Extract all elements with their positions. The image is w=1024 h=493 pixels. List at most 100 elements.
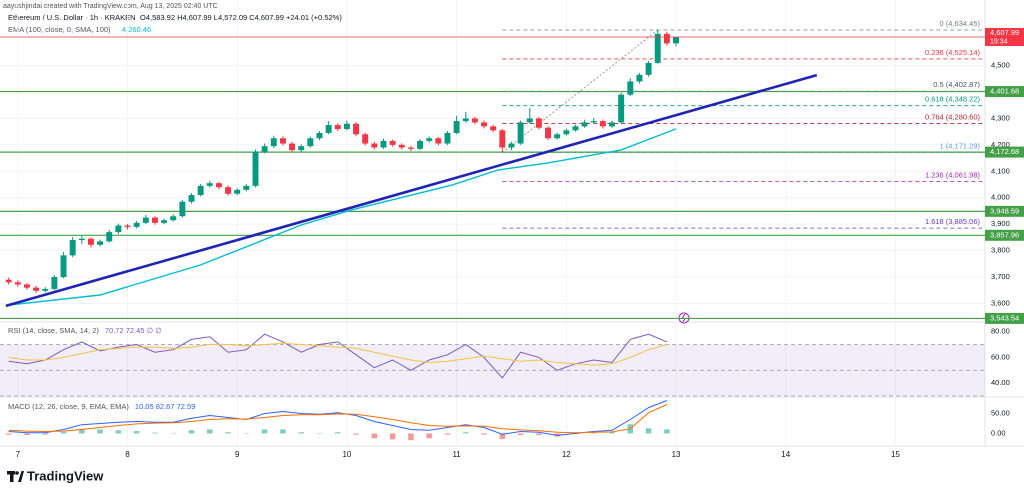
candle-body	[97, 241, 104, 245]
candle-body	[289, 143, 296, 151]
y-tick-label: 50.00	[991, 409, 1010, 418]
logo-text: TradingView	[27, 468, 104, 483]
histogram-bar	[225, 432, 231, 434]
histogram-bar	[188, 430, 195, 434]
candle-body	[444, 132, 451, 144]
candle-body	[526, 118, 533, 123]
price-label: 3,857.96	[990, 230, 1019, 239]
y-tick-label: 3,900	[991, 219, 1010, 228]
candle-body	[417, 140, 424, 149]
indicator-line	[8, 404, 668, 434]
candle-body	[23, 284, 30, 288]
candle-body	[353, 123, 360, 135]
price-label-box	[985, 86, 1024, 98]
candle-body	[371, 143, 378, 148]
fib-label: 0.764 (4,280.60)	[925, 113, 981, 122]
candle-body	[197, 185, 204, 196]
candle-body	[316, 132, 323, 139]
y-tick-label: 60.00	[991, 352, 1010, 361]
candle-body	[234, 189, 241, 194]
histogram-bar	[133, 431, 140, 434]
histogram-bar	[5, 433, 12, 435]
candle-body	[362, 134, 369, 144]
y-tick-label: 3,600	[991, 298, 1010, 307]
y-tick-label: 3,800	[991, 246, 1010, 255]
candle-body	[343, 123, 350, 130]
y-tick-label: 4,500	[991, 61, 1010, 70]
histogram-bar	[499, 433, 506, 440]
candle-body	[5, 279, 12, 283]
candle-body	[33, 287, 40, 291]
x-tick-label: 11	[452, 450, 461, 459]
histogram-bar	[42, 433, 48, 435]
fib-label: 1.236 (4,061.98)	[925, 170, 981, 179]
candle-body	[389, 140, 396, 145]
candle-body	[151, 217, 158, 223]
price-label-box	[985, 146, 1024, 158]
histogram-bar	[353, 433, 359, 435]
candle-body	[142, 217, 149, 223]
histogram-bar	[426, 433, 432, 439]
candle-body	[545, 127, 552, 139]
histogram-bar	[408, 433, 414, 441]
candle-body	[636, 74, 643, 82]
candle-body	[627, 81, 634, 95]
candle-body	[535, 118, 542, 128]
y-tick-label: 0.00	[991, 428, 1006, 437]
candle-body	[453, 121, 460, 133]
histogram-bar	[97, 429, 103, 434]
histogram-bar	[298, 432, 304, 434]
y-tick-label: 4,200	[991, 140, 1010, 149]
histogram-bar	[207, 429, 213, 434]
histogram-bar	[444, 433, 451, 435]
candle-body	[42, 288, 49, 291]
price-label-box	[985, 205, 1024, 217]
fib-label: 0.5 (4,402.87)	[933, 80, 980, 89]
last-price-label: 4,607.99	[990, 28, 1019, 37]
candle-body	[490, 126, 497, 131]
histogram-bar	[645, 428, 652, 434]
candle-body	[663, 33, 670, 44]
fib-label: 0 (4,634.45)	[940, 19, 981, 28]
candle-body	[69, 240, 76, 256]
histogram-bar	[517, 433, 524, 436]
candle-body	[87, 238, 94, 245]
price-label: 4,401.68	[990, 87, 1019, 96]
x-tick-label: 10	[342, 450, 351, 459]
x-tick-label: 8	[125, 450, 130, 459]
candle-body	[673, 37, 679, 44]
y-tick-label: 80.00	[991, 327, 1010, 336]
fib-label: 1 (4,171.29)	[940, 141, 981, 150]
histogram-bar	[335, 432, 341, 434]
candle-body	[645, 62, 652, 75]
y-tick-label: 3,700	[991, 272, 1010, 281]
candle-body	[426, 138, 433, 141]
candle-body	[471, 118, 478, 123]
indicator-line	[8, 128, 677, 306]
histogram-bar	[463, 432, 469, 434]
histogram-bar	[115, 430, 122, 434]
candle-body	[78, 238, 85, 241]
x-tick-label: 15	[891, 450, 900, 459]
indicator-title: RSI (14, close, SMA, 14, 2)	[8, 326, 99, 335]
candle-body	[252, 151, 259, 186]
author-line: aayushjindai created with TradingView.co…	[3, 3, 218, 10]
indicator-line	[8, 342, 668, 366]
candle-body	[307, 138, 314, 147]
histogram-bar	[261, 429, 268, 434]
candle-body	[599, 121, 606, 127]
candle-body	[581, 122, 588, 127]
fib-label: 0.236 (4,525.14)	[925, 48, 981, 57]
candle-body	[279, 138, 286, 144]
candle-body	[325, 125, 332, 133]
price-label-box	[985, 229, 1024, 241]
histogram-bar	[79, 428, 85, 434]
y-tick-label: 4,100	[991, 166, 1010, 175]
fib-anchor-line	[501, 29, 659, 153]
histogram-bar	[481, 433, 487, 435]
candle-body	[609, 122, 615, 127]
histogram-bar	[536, 433, 542, 436]
candle-body	[590, 121, 597, 123]
candle-body	[462, 118, 469, 122]
